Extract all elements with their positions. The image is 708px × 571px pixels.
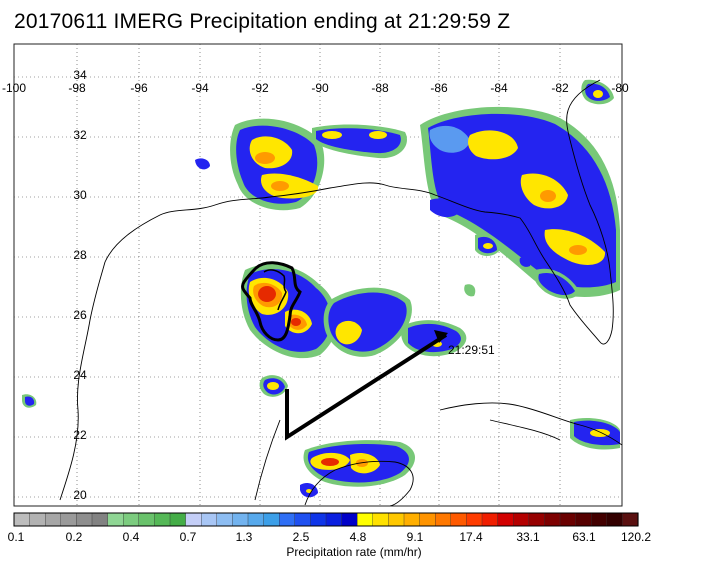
colorbar-cell: [247, 512, 265, 527]
svg-text:-80: -80: [611, 81, 629, 95]
colorbar-tick: 120.2: [620, 530, 652, 544]
colorbar-cell: [232, 512, 249, 527]
svg-text:34: 34: [73, 68, 87, 82]
track-arrowhead: [434, 330, 448, 343]
svg-text:-96: -96: [130, 81, 148, 95]
track-end-time: 21:29:51: [448, 343, 495, 357]
colorbar-cell: [481, 512, 499, 527]
colorbar-cell: [575, 512, 592, 527]
colorbar-cell: [403, 512, 421, 527]
rain-core-central: [258, 286, 276, 302]
colorbar-cell: [91, 512, 109, 527]
colorbar-cell: [13, 512, 31, 527]
svg-text:-94: -94: [191, 81, 209, 95]
svg-text:32: 32: [73, 128, 87, 142]
colorbar-tick: 0.4: [122, 530, 140, 544]
rain-core-miss: [322, 131, 342, 139]
svg-text:-86: -86: [430, 81, 448, 95]
colorbar-cell: [45, 512, 62, 527]
colorbar-tick: 63.1: [572, 530, 596, 544]
svg-text:-92: -92: [251, 81, 269, 95]
colorbar-cell: [435, 512, 452, 527]
colorbar-cell: [591, 512, 608, 527]
svg-text:-98: -98: [68, 81, 86, 95]
svg-text:26: 26: [73, 308, 87, 322]
latitude-labels: 34 32 30 28 26 24 22 20: [73, 68, 87, 502]
colorbar-cell: [60, 512, 77, 527]
svg-text:-100: -100: [2, 81, 26, 95]
colorbar-cell: [513, 512, 530, 527]
colorbar-tick: 17.4: [459, 530, 483, 544]
colorbar-tick: 0.2: [65, 530, 83, 544]
colorbar-cell: [622, 512, 639, 527]
colorbar-cell: [357, 512, 374, 527]
colorbar-cell: [310, 512, 327, 527]
svg-text:-90: -90: [311, 81, 329, 95]
colorbar-cell: [107, 512, 124, 527]
svg-text:20: 20: [73, 488, 87, 502]
colorbar-cell: [497, 512, 514, 527]
colorbar-cell: [341, 512, 358, 527]
colorbar: [13, 512, 639, 527]
colorbar-cell: [606, 512, 623, 527]
colorbar-tick: 1.3: [235, 530, 253, 544]
longitude-labels: -100 -98 -96 -94 -92 -90 -88 -86 -84 -82…: [2, 81, 629, 95]
coastlines: [59, 79, 622, 506]
rain-core-louisiana-1: [255, 152, 275, 164]
colorbar-cell: [544, 512, 561, 527]
colorbar-cell: [372, 512, 389, 527]
colorbar-tick: 0.1: [7, 530, 25, 544]
rain-core-louisiana-2: [271, 181, 289, 191]
colorbar-tick: 9.1: [406, 530, 424, 544]
colorbar-cell: [466, 512, 483, 527]
colorbar-cell: [216, 512, 234, 527]
colorbar-tick: 0.7: [179, 530, 197, 544]
svg-text:24: 24: [73, 368, 87, 382]
map-title: 20170611 IMERG Precipitation ending at 2…: [14, 10, 511, 33]
colorbar-cell: [528, 512, 545, 527]
colorbar-cell: [325, 512, 343, 527]
svg-text:28: 28: [73, 248, 87, 262]
colorbar-tick: 2.5: [292, 530, 310, 544]
storm-track: [285, 333, 448, 441]
colorbar-cell: [263, 512, 280, 527]
colorbar-frame: [13, 512, 639, 527]
colorbar-cell: [419, 512, 436, 527]
storm-outline: [241, 261, 302, 342]
colorbar-title: Precipitation rate (mm/hr): [286, 545, 422, 559]
colorbar-cell: [138, 512, 156, 527]
colorbar-cell: [169, 512, 187, 527]
colorbar-cell: [559, 512, 577, 527]
colorbar-cell: [388, 512, 405, 527]
svg-text:-88: -88: [371, 81, 389, 95]
colorbar-cell: [450, 512, 467, 527]
colorbar-cell: [185, 512, 202, 527]
svg-text:22: 22: [73, 428, 87, 442]
colorbar-cell: [279, 512, 296, 527]
colorbar-cell: [29, 512, 46, 527]
colorbar-cell: [154, 512, 171, 527]
svg-text:-84: -84: [490, 81, 508, 95]
colorbar-tick: 33.1: [516, 530, 540, 544]
colorbar-cell: [76, 512, 93, 527]
svg-text:-82: -82: [551, 81, 569, 95]
colorbar-cell: [200, 512, 218, 527]
svg-text:30: 30: [73, 188, 87, 202]
colorbar-cell: [122, 512, 140, 527]
colorbar-cell: [294, 512, 311, 527]
colorbar-tick: 4.8: [349, 530, 367, 544]
